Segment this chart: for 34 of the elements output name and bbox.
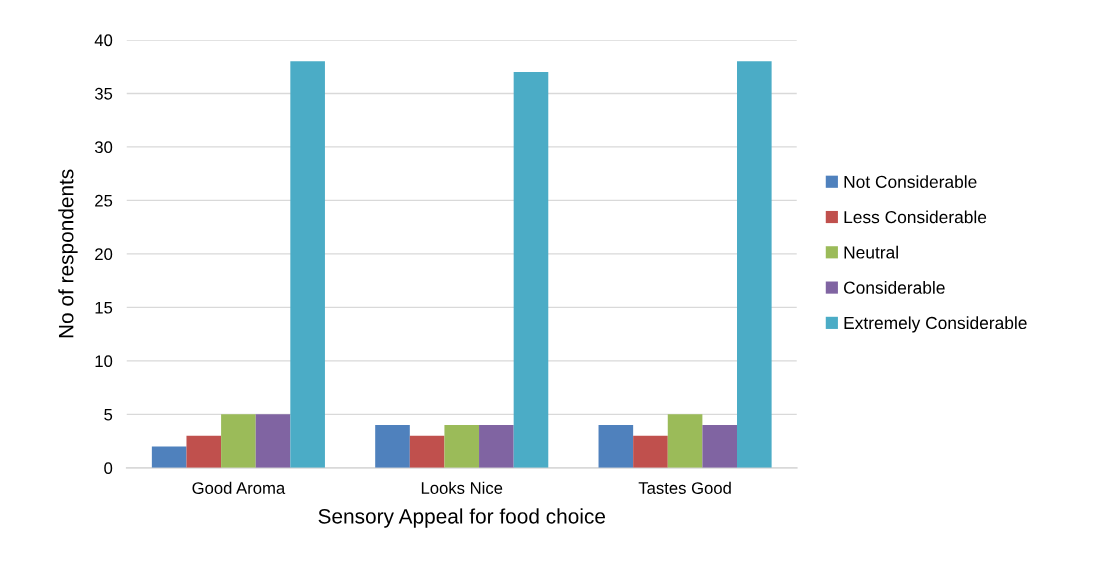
bar	[151, 446, 187, 468]
x-axis-title: Sensory Appeal for food choice	[318, 508, 606, 528]
y-tick-label: 5	[104, 408, 113, 421]
legend-label: Extremely Considerable	[844, 316, 1027, 333]
legend-label: Less Considerable	[844, 210, 987, 224]
y-tick-label: 40	[94, 34, 113, 47]
x-tick-label: Tastes Good	[638, 481, 731, 494]
bar	[633, 435, 668, 468]
bar	[513, 72, 549, 468]
bar	[667, 414, 703, 468]
legend-label: Neutral	[844, 245, 898, 259]
bar	[255, 414, 291, 468]
y-tick-label: 25	[95, 194, 113, 207]
y-tick-label: 20	[95, 248, 113, 261]
x-tick-label: Good Aroma	[192, 481, 286, 494]
bar	[444, 425, 480, 468]
bar	[221, 414, 256, 468]
bar	[409, 435, 445, 468]
y-axis-title: No of respondents	[58, 169, 78, 338]
bar	[290, 61, 325, 468]
legend-label: Considerable	[844, 281, 945, 294]
y-tick-label: 35	[94, 87, 113, 100]
bar	[479, 425, 514, 468]
bar	[375, 425, 410, 468]
bar	[737, 61, 772, 468]
y-tick-label: 0	[104, 462, 113, 475]
y-tick-label: 10	[95, 355, 113, 368]
bar	[702, 425, 737, 468]
legend-label: Not Considerable	[844, 175, 977, 188]
x-tick-label: Looks Nice	[421, 481, 503, 494]
y-tick-label: 30	[94, 141, 113, 154]
y-tick-label: 15	[95, 301, 113, 314]
bar	[186, 435, 222, 468]
bar	[598, 425, 634, 468]
